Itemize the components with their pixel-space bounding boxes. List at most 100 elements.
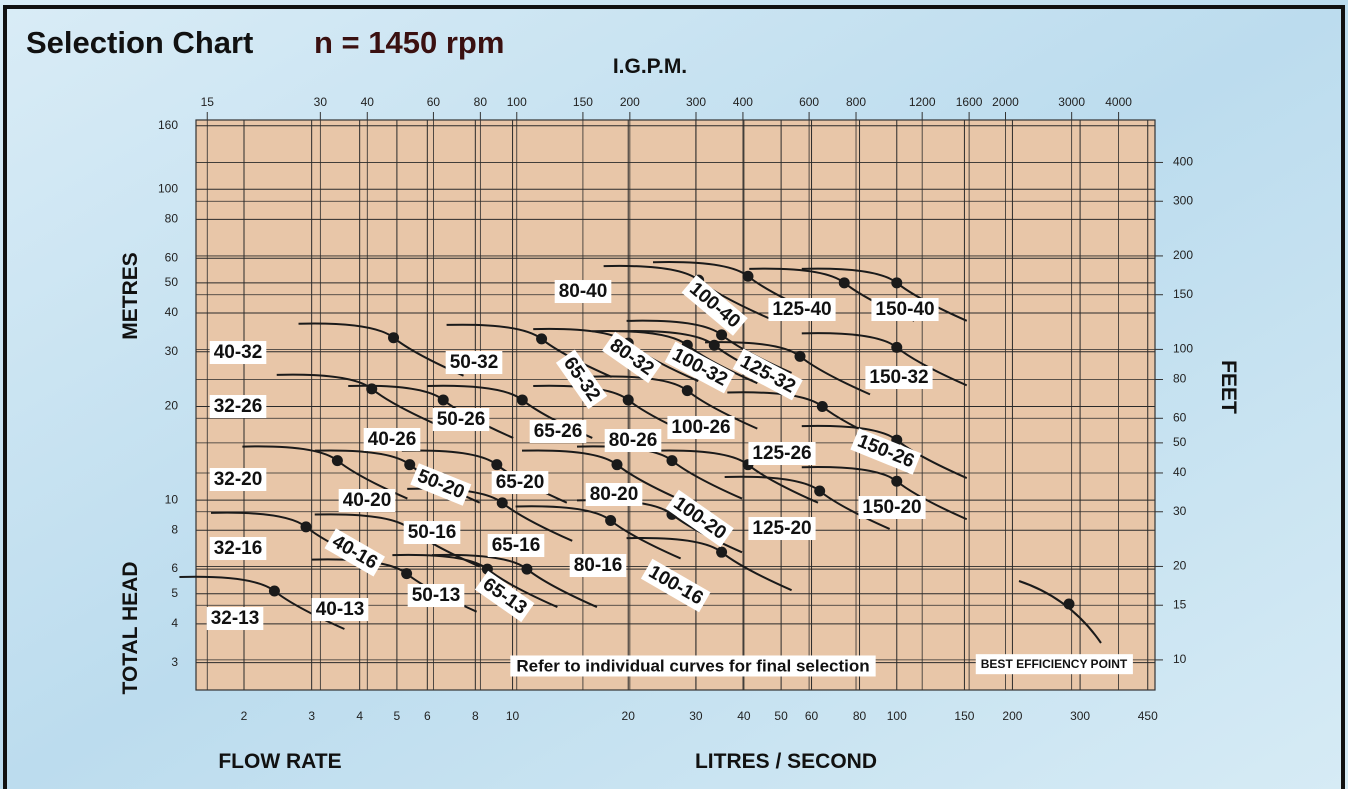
model-label-bg [604, 429, 662, 453]
model-label-text: 32-16 [214, 538, 263, 559]
legend-dot [1063, 598, 1075, 610]
x2-tick-label: 4000 [1105, 95, 1132, 109]
chart-subtitle: n = 1450 rpm [314, 25, 504, 60]
model-label-text: 50-32 [450, 352, 499, 373]
x-tick-label: 4 [356, 709, 363, 723]
model-label-text: 40-13 [316, 599, 365, 620]
x-tick-label: 10 [506, 709, 520, 723]
model-label: 125-40 [768, 298, 836, 322]
model-label-bg [474, 570, 535, 623]
y-tick-label: 10 [165, 492, 179, 506]
model-label-bg [850, 428, 922, 475]
bep-point [331, 455, 343, 467]
x-tick-label: 100 [887, 709, 907, 723]
plot-border [195, 119, 1156, 691]
bep-point [388, 332, 400, 344]
bep-point [838, 277, 850, 289]
model-label-text: 150-40 [875, 299, 934, 320]
bep-point [521, 563, 533, 575]
model-label-text: 150-32 [869, 367, 928, 388]
bep-point [437, 394, 449, 406]
x-tick-label: 50 [774, 709, 788, 723]
model-label-bg [665, 489, 734, 548]
model-label-text: 80-16 [574, 555, 623, 576]
x2-tick-label: 300 [686, 95, 706, 109]
x2-tick-label: 40 [361, 95, 375, 109]
model-label-text: 32-13 [211, 608, 260, 629]
model-label-bg [487, 534, 545, 558]
bep-point [611, 459, 623, 471]
model-label-bg [209, 395, 267, 419]
bep-point [681, 385, 693, 397]
x-tick-label: 80 [853, 709, 867, 723]
model-label-bg [569, 554, 627, 578]
model-label: 80-16 [569, 554, 627, 578]
y-tick-label: 80 [165, 212, 179, 226]
model-label-bg [748, 517, 816, 541]
x-axis-label: LITRES / SECOND [695, 750, 877, 773]
model-label: 125-26 [748, 442, 816, 466]
y-tick-label: 50 [165, 275, 179, 289]
y-tick-label: 40 [165, 305, 179, 319]
y2-tick-label: 10 [1173, 652, 1187, 666]
bep-point [404, 459, 416, 471]
bep-point [300, 521, 312, 533]
bep-point [742, 270, 754, 282]
model-label-bg [858, 496, 926, 520]
bep-point [891, 277, 903, 289]
x2-tick-label: 1200 [909, 95, 936, 109]
x2-tick-label: 80 [474, 95, 488, 109]
model-label: 65-20 [491, 471, 549, 495]
y2-tick-label: 40 [1173, 465, 1187, 479]
model-label-bg [363, 428, 421, 452]
legend-bg [975, 654, 1133, 675]
note-text: Refer to individual curves for final sel… [516, 656, 869, 675]
x-tick-label: 300 [1070, 709, 1090, 723]
x2-tick-label: 200 [620, 95, 640, 109]
model-label: 80-40 [554, 280, 612, 304]
model-label-text: 65-20 [496, 472, 545, 493]
bep-point [496, 497, 508, 509]
frame [3, 5, 1345, 789]
x-tick-label: 450 [1138, 709, 1158, 723]
x2-tick-label: 100 [507, 95, 527, 109]
note: Refer to individual curves for final sel… [510, 655, 876, 677]
model-label-bg [407, 584, 465, 608]
x2-tick-label: 30 [314, 95, 328, 109]
bep-point [814, 485, 826, 497]
bep-point [666, 455, 678, 467]
x2-tick-label: 2000 [992, 95, 1019, 109]
model-label-text: 50-26 [437, 409, 486, 430]
model-label-text: 100-26 [671, 417, 730, 438]
model-label: 32-16 [209, 537, 267, 561]
y-tick-label: 160 [158, 118, 178, 132]
x2-tick-label: 3000 [1058, 95, 1085, 109]
model-label-text: 40-26 [368, 429, 417, 450]
model-label: 40-20 [338, 489, 396, 513]
model-label-bg [664, 341, 735, 394]
x-axis-label-left: FLOW RATE [218, 750, 341, 773]
y-tick-label: 6 [171, 561, 178, 575]
bep-point [891, 341, 903, 353]
model-label-text: 65-26 [534, 421, 583, 442]
model-label-text: 65-16 [492, 535, 541, 556]
top-axis-label: I.G.P.M. [613, 55, 687, 78]
model-label-text: 40-32 [214, 342, 263, 363]
model-label: 150-32 [865, 366, 933, 390]
model-label: 32-26 [209, 395, 267, 419]
bep-point [366, 383, 378, 395]
bep-point [708, 339, 720, 351]
model-label-text: 50-13 [412, 585, 461, 606]
y2-tick-label: 300 [1173, 193, 1193, 207]
model-label-text: 32-26 [214, 396, 263, 417]
model-label: 50-26 [432, 408, 490, 432]
model-label: 150-40 [871, 298, 939, 322]
y-tick-label: 3 [171, 655, 178, 669]
bep-point [605, 514, 617, 526]
model-label: 150-20 [858, 496, 926, 520]
y-axis-label-top: METRES [119, 252, 142, 340]
y-tick-label: 8 [171, 522, 178, 536]
model-label-text: 125-40 [772, 299, 831, 320]
model-label-bg [432, 408, 490, 432]
